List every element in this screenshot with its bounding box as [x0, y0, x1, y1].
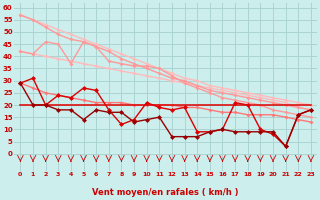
X-axis label: Vent moyen/en rafales ( km/h ): Vent moyen/en rafales ( km/h ): [92, 188, 239, 197]
